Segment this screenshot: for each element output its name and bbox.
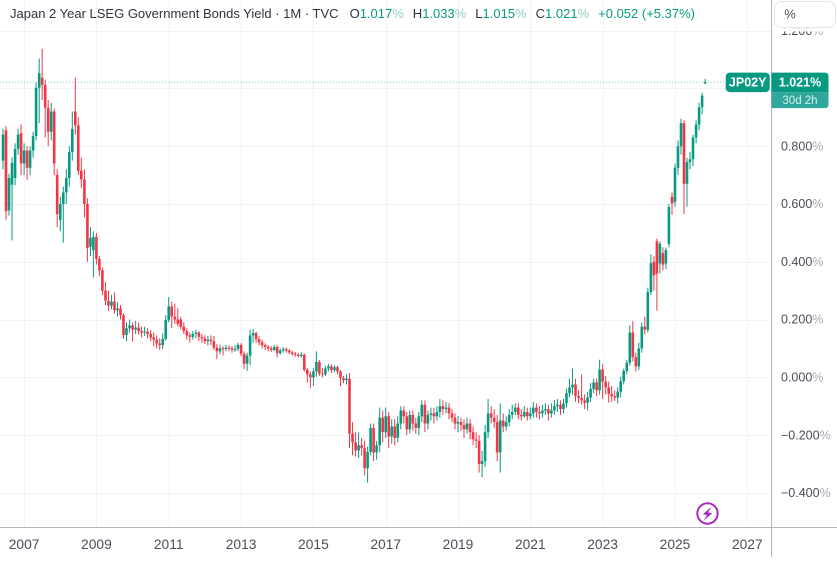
svg-text:0.000%: 0.000% (781, 371, 823, 385)
svg-text:2025: 2025 (660, 537, 691, 552)
svg-text:1.021%: 1.021% (779, 76, 821, 90)
svg-text:2013: 2013 (226, 537, 257, 552)
svg-text:Japan 2 Year LSEG Government B: Japan 2 Year LSEG Government Bonds Yield… (10, 6, 695, 21)
svg-text:0.400%: 0.400% (781, 255, 823, 269)
svg-text:0.800%: 0.800% (781, 139, 823, 153)
svg-text:30d 2h: 30d 2h (782, 95, 817, 107)
svg-text:−0.400%: −0.400% (781, 486, 831, 500)
svg-text:−0.200%: −0.200% (781, 428, 831, 442)
svg-text:2007: 2007 (9, 537, 40, 552)
svg-text:2019: 2019 (443, 537, 474, 552)
svg-text:2023: 2023 (587, 537, 618, 552)
svg-text:0.600%: 0.600% (781, 197, 823, 211)
svg-text:2017: 2017 (370, 537, 401, 552)
svg-text:2009: 2009 (81, 537, 112, 552)
svg-text:JP02Y: JP02Y (729, 76, 767, 90)
svg-text:%: % (784, 7, 796, 22)
svg-text:2027: 2027 (732, 537, 763, 552)
svg-text:0.200%: 0.200% (781, 313, 823, 327)
svg-text:2011: 2011 (154, 537, 184, 552)
svg-text:2021: 2021 (515, 537, 546, 552)
svg-text:2015: 2015 (298, 537, 329, 552)
